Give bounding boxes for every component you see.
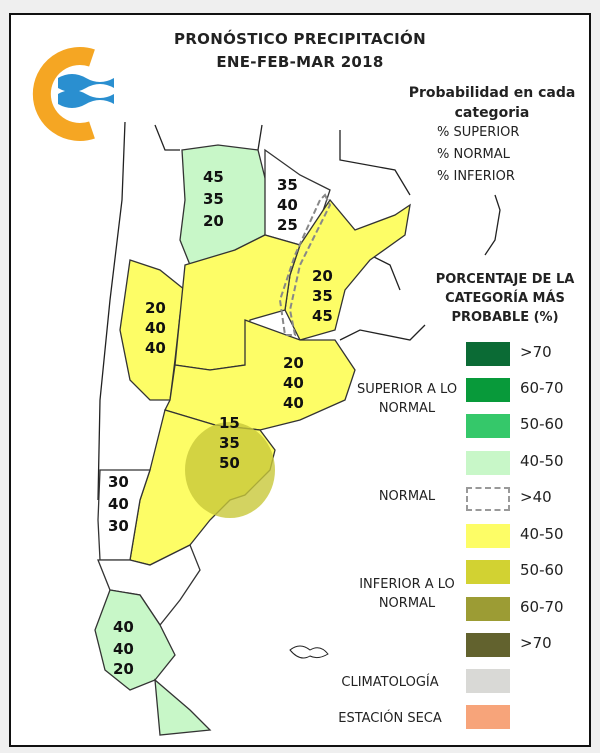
noroeste-normal: 35	[203, 190, 224, 208]
cuyo-normal: 40	[145, 319, 166, 337]
litoral-inferior: 45	[312, 307, 333, 325]
patagonia-norte-normal: 40	[108, 495, 129, 513]
regions	[94, 144, 411, 736]
buenos-aires-superior: 15	[219, 414, 240, 432]
legend-label: 50-60	[520, 561, 564, 579]
patagonia-sur-superior: 40	[113, 618, 134, 636]
legend-swatch-superior-40-50	[466, 451, 510, 475]
probability-inferior: % INFERIOR	[437, 169, 515, 184]
legend-swatch-superior-60-70	[466, 378, 510, 402]
probability-superior: % SUPERIOR	[437, 125, 520, 140]
probability-key-title: Probabilidad en cada categoria	[408, 85, 576, 121]
region-labels: 45 35 20 35 40 25 20 35 45 20 40 40 20 4…	[108, 168, 333, 678]
normal-dashed-area	[278, 193, 332, 336]
legend-label: 60-70	[520, 379, 564, 397]
region-centro-norte	[174, 234, 301, 371]
inferior-50-60-area	[185, 422, 275, 518]
map-subtitle: ENE-FEB-MAR 2018	[216, 53, 384, 71]
probability-normal: % NORMAL	[437, 147, 510, 162]
litoral-normal: 35	[312, 287, 333, 305]
patagonia-norte-superior: 30	[108, 473, 129, 491]
legend-swatch-superior-50-60	[466, 414, 510, 438]
legend-label: 60-70	[520, 598, 564, 616]
patagonia-sur-inferior: 20	[113, 660, 134, 678]
noreste-inferior: 25	[277, 216, 298, 234]
centro-inferior: 40	[283, 394, 304, 412]
legend-swatch-superior-70	[466, 342, 510, 366]
legend-swatch-seca	[466, 705, 510, 729]
legend-swatch-inferior-70	[466, 633, 510, 657]
cuyo-superior: 20	[145, 299, 166, 317]
legend-group-inferior: INFERIOR A LO NORMAL	[359, 577, 455, 611]
smn-logo	[32, 47, 114, 141]
legend-swatch-climatologia	[466, 669, 510, 693]
noroeste-superior: 45	[203, 168, 224, 186]
legend-group-seca: ESTACIÓN SECA	[338, 711, 442, 726]
litoral-superior: 20	[312, 267, 333, 285]
centro-normal: 40	[283, 374, 304, 392]
legend-label: 40-50	[520, 452, 564, 470]
map-title: PRONÓSTICO PRECIPITACIÓN	[174, 30, 426, 48]
cuyo-inferior: 40	[145, 339, 166, 357]
malvinas-islands	[289, 645, 329, 659]
noroeste-inferior: 20	[203, 212, 224, 230]
noreste-normal: 40	[277, 196, 298, 214]
legend-group-superior: SUPERIOR A LO NORMAL	[356, 382, 458, 416]
legend-label: 50-60	[520, 415, 564, 433]
legend-swatch-normal	[466, 487, 510, 511]
legend-swatch-inferior-40-50	[466, 524, 510, 548]
noreste-superior: 35	[277, 176, 298, 194]
patagonia-norte-inferior: 30	[108, 517, 129, 535]
legend-label: >70	[520, 634, 552, 652]
legend-group-climatologia: CLIMATOLOGÍA	[341, 675, 439, 690]
legend-title: PORCENTAJE DE LA CATEGORÍA MÁS PROBABLE …	[435, 272, 575, 325]
legend-label: >40	[520, 488, 552, 506]
legend-swatch-inferior-60-70	[466, 597, 510, 621]
patagonia-sur-normal: 40	[113, 640, 134, 658]
centro-superior: 20	[283, 354, 304, 372]
buenos-aires-normal: 35	[219, 434, 240, 452]
legend-label: 40-50	[520, 525, 564, 543]
legend-label: >70	[520, 343, 552, 361]
region-tierra-del-fuego	[154, 678, 212, 736]
buenos-aires-inferior: 50	[219, 454, 240, 472]
legend-swatch-inferior-50-60	[466, 560, 510, 584]
legend-group-normal: NORMAL	[378, 489, 436, 504]
